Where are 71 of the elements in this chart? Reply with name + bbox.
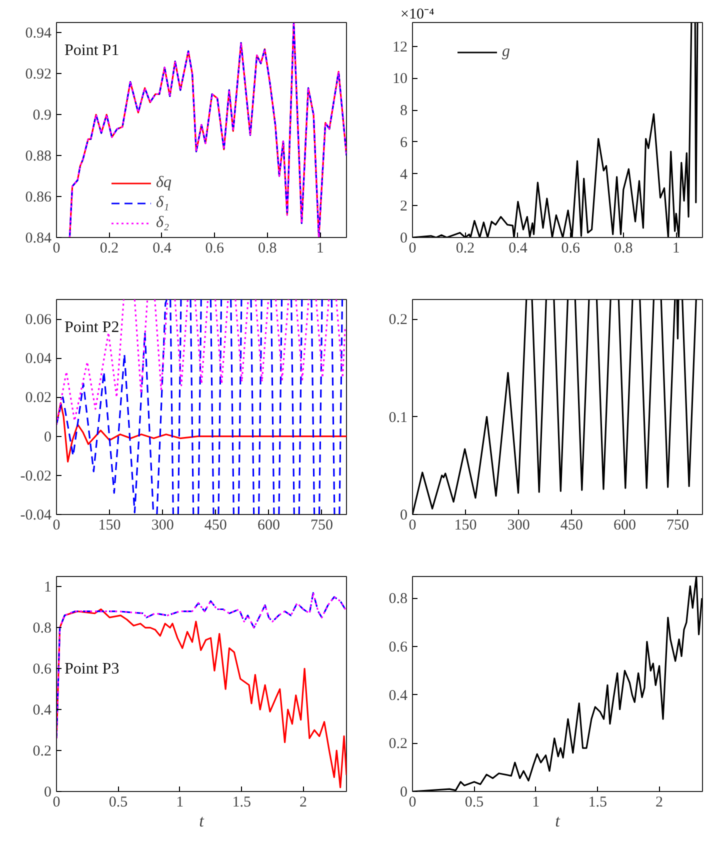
x-tick-label: 750: [666, 518, 689, 534]
legend-label: g: [502, 43, 511, 61]
x-tick-label: 0.4: [508, 240, 528, 256]
x-tick-label: 0.6: [205, 240, 225, 256]
x-tick-label: 0.5: [108, 794, 128, 810]
y-tick-label: 0.4: [32, 702, 52, 719]
x-tick-label: 750: [310, 518, 333, 534]
x-tick-label: 300: [507, 518, 530, 534]
y-tick-label: 4: [400, 166, 408, 183]
x-tick-label: 1: [316, 240, 324, 256]
annotation: Point P3: [64, 660, 120, 678]
x-tick-label: 1.5: [588, 794, 607, 810]
x-tick-label: 0.4: [152, 240, 172, 256]
y-tick-label: 0.02: [25, 390, 52, 406]
x-tick-label: 0.5: [464, 794, 484, 810]
x-axis-title: t: [199, 812, 206, 830]
y-tick-label: 0: [44, 429, 52, 446]
x-tick-label: 0.2: [456, 240, 475, 256]
y-tick-label: 10: [392, 71, 408, 88]
y-tick-label: 0: [400, 508, 408, 524]
x-tick-label: 450: [204, 518, 227, 534]
y-tick-label: 0: [400, 784, 408, 800]
y-tick-label: 0.04: [25, 351, 52, 368]
y-tick-label: 2: [400, 198, 408, 215]
y-tick-label: 0: [400, 230, 408, 246]
x-tick-label: 150: [454, 518, 477, 534]
y-tick-label: 0.2: [388, 312, 408, 328]
y-tick-label: 12: [392, 39, 408, 56]
y-tick-label: 0.88: [25, 148, 52, 165]
x-axis-title: t: [555, 812, 562, 830]
y-tick-label: -0.02: [20, 468, 52, 484]
x-tick-label: 450: [560, 518, 583, 534]
legend-label: δq: [156, 174, 172, 192]
y-tick-label: 0.6: [388, 640, 408, 656]
text: ×10⁻⁴: [400, 6, 434, 22]
y-tick-label: 0.8: [388, 591, 408, 608]
y-tick-label: 8: [400, 103, 408, 120]
x-tick-label: 600: [613, 518, 636, 534]
x-tick-label: 150: [98, 518, 121, 534]
y-tick-label: -0.04: [20, 508, 52, 524]
y-tick-label: 0.1: [388, 410, 408, 426]
x-tick-label: 2: [656, 794, 664, 810]
x-tick-label: 0.6: [561, 240, 581, 256]
y-tick-label: 0.6: [32, 662, 52, 678]
x-tick-label: 0.8: [614, 240, 633, 256]
x-tick-label: 1.5: [232, 794, 251, 810]
x-tick-label: 1: [672, 240, 680, 256]
y-tick-label: 0.84: [25, 230, 52, 246]
y-tick-label: 0.06: [25, 312, 52, 328]
y-tick-label: 0.2: [32, 744, 52, 760]
annotation: Point P1: [64, 42, 120, 59]
y-tick-label: 0.86: [25, 190, 52, 206]
y-tick-label: 6: [400, 134, 408, 151]
x-tick-label: 300: [151, 518, 174, 534]
y-tick-label: 0.92: [25, 66, 52, 83]
x-tick-label: 2: [300, 794, 308, 810]
x-tick-label: 1: [532, 794, 540, 810]
y-tick-label: 1: [44, 580, 52, 596]
legend-label: δ₂: [156, 214, 170, 232]
x-tick-label: 1: [176, 794, 184, 810]
y-tick-label: 0: [44, 784, 52, 800]
y-tick-label: 0.8: [32, 620, 52, 637]
y-tick-label: 0.4: [388, 688, 408, 704]
y-tick-label: 0.94: [25, 26, 52, 42]
annotation: Point P2: [64, 319, 120, 336]
y-tick-label: 0.9: [32, 108, 52, 124]
legend-label: δ₁: [156, 194, 170, 212]
x-tick-label: 600: [257, 518, 280, 534]
x-tick-label: 0.2: [100, 240, 119, 256]
y-tick-label: 0.2: [388, 736, 408, 752]
x-tick-label: 0.8: [258, 240, 277, 256]
